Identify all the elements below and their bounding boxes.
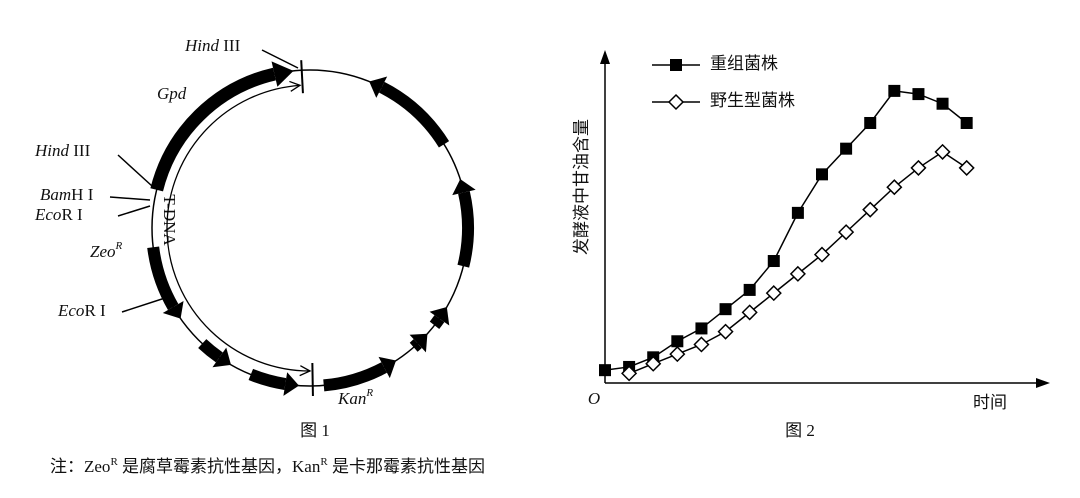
gene-arrow [378, 81, 450, 148]
border-tick [311, 362, 314, 396]
note: 注：ZeoR 是腐草霉素抗性基因，KanR 是卡那霉素抗性基因 [50, 456, 485, 476]
marker [741, 304, 758, 321]
arrow-head [452, 179, 476, 196]
legend-label: 重组菌株 [710, 54, 778, 73]
marker [813, 246, 831, 263]
marker [717, 323, 734, 340]
marker [645, 355, 662, 372]
caption: 图 2 [785, 421, 815, 440]
marker [789, 265, 806, 282]
border-tick [300, 60, 304, 94]
marker [719, 303, 732, 316]
marker [743, 283, 756, 296]
marker [912, 88, 925, 101]
site-label: BamH I [40, 185, 94, 204]
arrow-head [283, 372, 299, 396]
tdna-arrow [299, 365, 312, 377]
gene-label: Gpd [157, 84, 187, 103]
marker [840, 142, 853, 155]
arrow-head [409, 333, 428, 353]
legend-label: 野生型菌株 [710, 91, 795, 110]
axis-arrow [600, 50, 610, 64]
site-label: Hind III [34, 141, 91, 160]
marker [693, 336, 710, 353]
marker [767, 255, 780, 268]
gene-arrow [457, 191, 474, 268]
marker [816, 168, 828, 181]
tdna-arc [166, 84, 311, 372]
gene-arrow [198, 339, 223, 363]
arrow-head [212, 347, 231, 368]
arrow-head [378, 356, 397, 379]
marker [621, 365, 638, 382]
plasmid-map: Hind III Gpd Hind III BamH I EcoR I ZeoR… [34, 36, 476, 440]
gene-label: KanR [337, 387, 373, 408]
marker [695, 322, 708, 335]
marker [838, 224, 855, 241]
gene-arrow [429, 315, 445, 329]
legend-marker [667, 93, 685, 111]
gene-arrow [147, 246, 179, 310]
marker [791, 206, 804, 219]
marker [862, 201, 879, 218]
marker [599, 364, 611, 377]
x-axis-label: 时间 [973, 393, 1007, 412]
site-label: EcoR I [57, 301, 106, 320]
gene-arrow [409, 339, 422, 352]
arrow-head [271, 61, 294, 87]
origin-label: O [588, 389, 600, 408]
tdna-arrow [289, 80, 302, 92]
tdna-label: T-DNA [160, 194, 179, 246]
arrow-head [369, 76, 388, 98]
marker [765, 285, 782, 302]
arrow-head [162, 301, 184, 319]
leader-lines [109, 49, 299, 313]
marker [936, 97, 949, 110]
gene-arrow [323, 362, 387, 392]
gene-arrow [248, 368, 287, 390]
gene-arrow [150, 67, 276, 192]
marker [864, 116, 877, 129]
arrow-head [429, 307, 450, 326]
site-label: EcoR I [34, 205, 83, 224]
marker [910, 159, 927, 176]
marker [958, 159, 975, 176]
marker [934, 143, 951, 160]
marker [886, 179, 903, 196]
marker [960, 116, 973, 129]
marker [888, 84, 901, 97]
series-line [604, 90, 968, 371]
y-axis-label: 发酵液中甘油含量 [572, 119, 591, 255]
axis-arrow [1036, 378, 1050, 388]
marker [671, 335, 684, 348]
caption: 图 1 [300, 421, 330, 440]
site-label: Hind III [184, 36, 241, 55]
marker [669, 346, 686, 363]
gene-label: ZeoR [90, 240, 123, 261]
legend-marker [670, 59, 682, 71]
